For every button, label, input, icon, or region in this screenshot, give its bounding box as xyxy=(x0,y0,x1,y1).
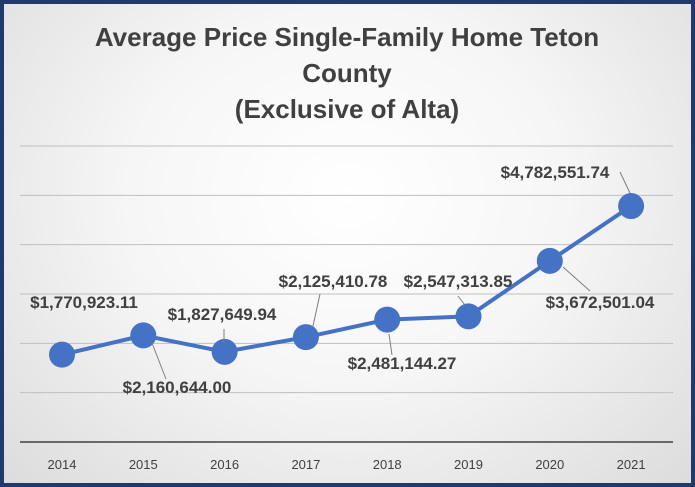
x-tick-label: 2016 xyxy=(210,457,239,472)
x-tick-label: 2020 xyxy=(535,457,564,472)
x-tick-label: 2017 xyxy=(291,457,320,472)
data-label: $1,770,923.11 xyxy=(30,293,138,312)
x-axis: 2014 2015 2016 2017 2018 2019 2020 2021 xyxy=(20,441,673,472)
leader-line xyxy=(151,342,167,380)
data-label: $4,782,551.74 xyxy=(501,163,610,182)
chart-title-line-2: County xyxy=(302,58,392,88)
x-tick-label: 2015 xyxy=(129,457,158,472)
gridlines xyxy=(20,145,673,394)
leader-line xyxy=(619,171,631,194)
data-point xyxy=(374,306,401,333)
leader-line xyxy=(457,295,466,306)
data-point xyxy=(536,247,563,274)
chart-title-line-1: Average Price Single-Family Home Teton xyxy=(95,22,599,52)
data-label: $2,125,410.78 xyxy=(279,272,388,291)
data-point xyxy=(455,303,482,330)
x-tick-label: 2019 xyxy=(454,457,483,472)
x-tick-label: 2021 xyxy=(617,457,646,472)
data-point xyxy=(130,322,157,349)
data-label: $3,672,501.04 xyxy=(546,293,655,312)
leader-line xyxy=(312,293,321,327)
leader-line xyxy=(388,333,393,356)
leader-line xyxy=(562,266,591,292)
x-tick-label: 2018 xyxy=(373,457,402,472)
data-label: $1,827,649.94 xyxy=(168,305,277,324)
data-label: $2,547,313.85 xyxy=(404,272,513,291)
price-series xyxy=(49,193,645,368)
chart-title-line-3: (Exclusive of Alta) xyxy=(235,94,459,124)
data-point xyxy=(618,193,645,220)
data-point xyxy=(211,338,238,365)
data-labels: $1,770,923.11$2,160,644.00$1,827,649.94$… xyxy=(30,163,655,397)
data-label: $2,160,644.00 xyxy=(123,378,232,397)
series-line xyxy=(61,204,633,357)
x-tick-label: 2014 xyxy=(48,457,77,472)
data-point xyxy=(292,324,319,351)
data-point xyxy=(49,341,75,368)
data-label: $2,481,144.27 xyxy=(348,354,457,373)
